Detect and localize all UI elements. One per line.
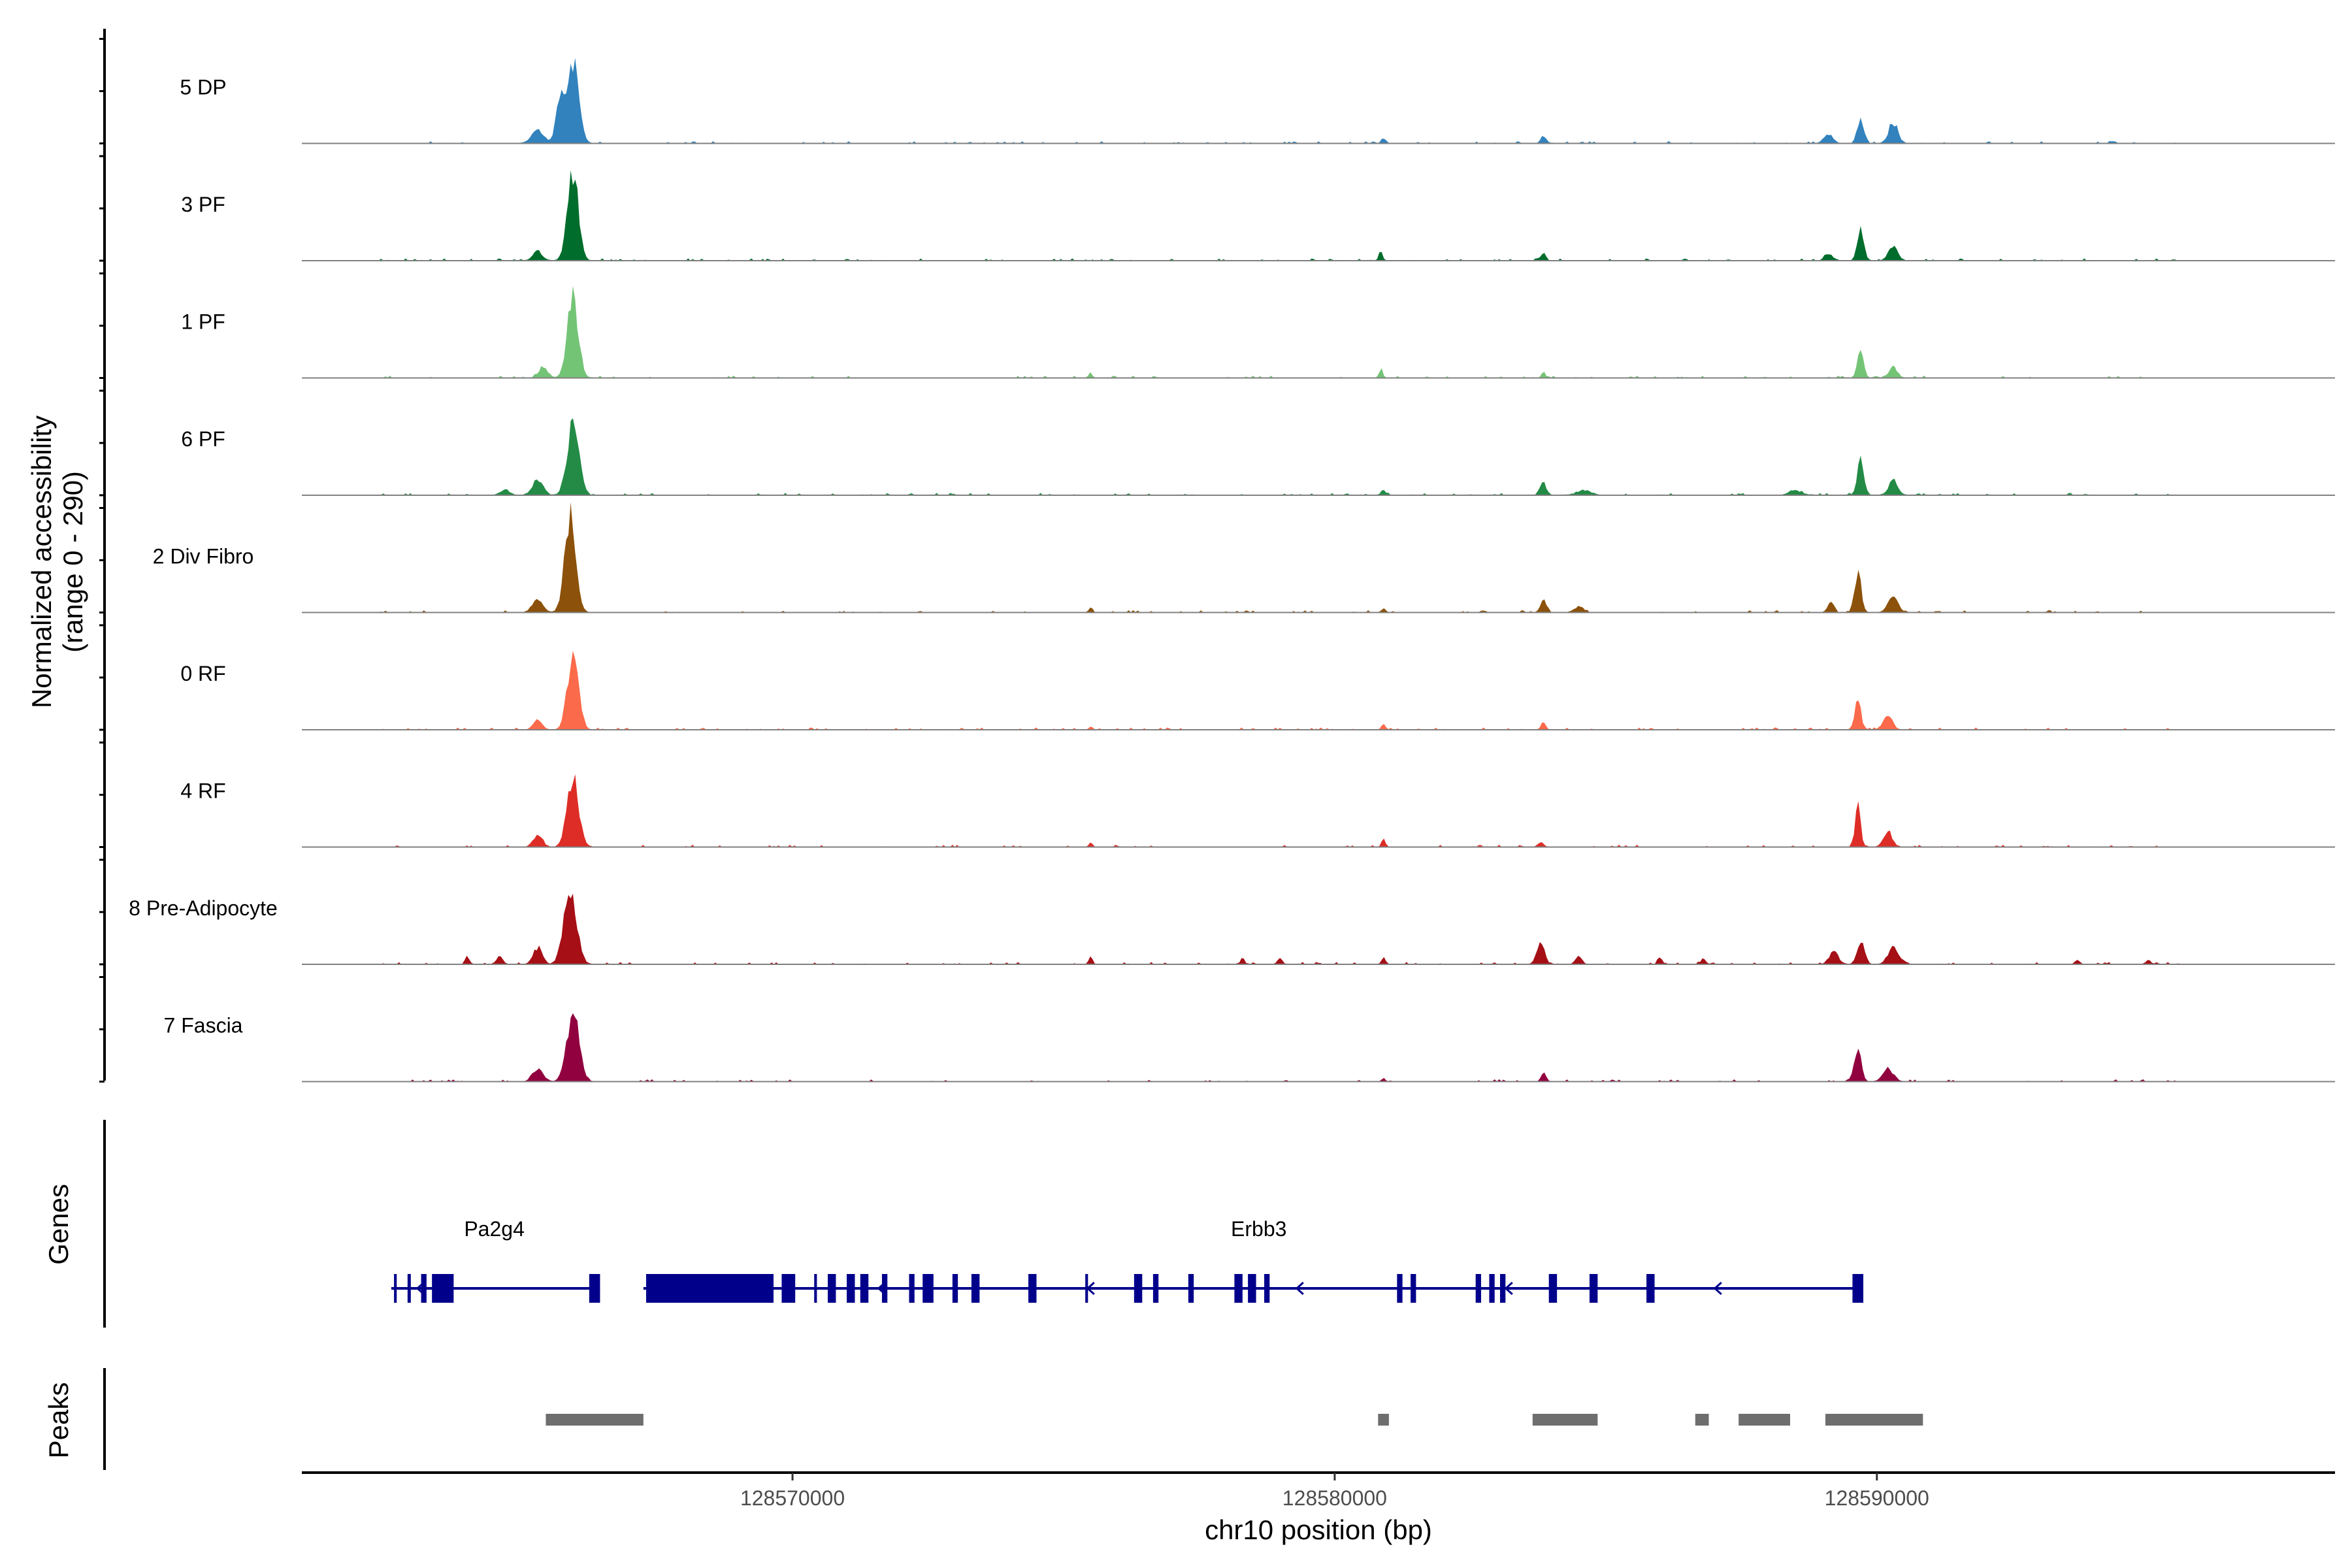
gene-label: Pa2g4: [464, 1217, 525, 1241]
x-tick-label: 128590000: [1825, 1486, 1929, 1510]
y-axis-title-line1: Normalized accessibility: [26, 416, 57, 708]
called-peak: [1378, 1414, 1389, 1426]
gene-exon: [860, 1274, 869, 1303]
track-6-pf: 6 PF: [181, 418, 2335, 496]
gene-exon: [1411, 1274, 1416, 1303]
gene-exon: [1500, 1274, 1506, 1303]
track-label: 4 RF: [180, 779, 225, 803]
gene-exon: [432, 1274, 454, 1303]
x-tick-label: 128570000: [740, 1486, 845, 1510]
called-peak: [546, 1414, 644, 1426]
gene-exon: [1152, 1274, 1159, 1303]
called-peak: [1532, 1414, 1598, 1426]
called-peak: [1825, 1414, 1923, 1426]
track-2-div-fibro: 2 Div Fibro: [153, 502, 2335, 613]
gene-exon: [1085, 1274, 1088, 1303]
y-axis-title: Normalized accessibility (range 0 - 290): [26, 416, 88, 708]
track-4-rf: 4 RF: [180, 774, 2335, 848]
gene-exon: [1548, 1274, 1558, 1303]
gene-annotation-track: Pa2g4 Erbb3: [391, 1217, 1864, 1303]
track-label: 8 Pre-Adipocyte: [129, 896, 278, 920]
track-label: 2 Div Fibro: [153, 545, 254, 568]
track-7-fascia: 7 Fascia: [164, 1013, 2335, 1083]
gene-exon: [881, 1274, 888, 1303]
coverage-tracks: 5 DP 3 PF 1 PF 6 PF 2 Div Fibro 0 RF 4 RF 8 Pre…: [129, 57, 2335, 1083]
track-1-pf: 1 PF: [181, 286, 2335, 379]
track-label: 3 PF: [181, 193, 225, 216]
track-label: 7 Fascia: [164, 1014, 243, 1037]
gene-exon: [909, 1274, 915, 1303]
gene-exon: [1248, 1274, 1256, 1303]
gene-exon: [952, 1274, 958, 1303]
track-label: 5 DP: [180, 76, 226, 99]
called-peak: [1695, 1414, 1709, 1426]
gene-exon: [589, 1274, 600, 1303]
gene-exon: [407, 1274, 411, 1303]
strand-arrow: [1295, 1281, 1304, 1296]
gene-exon: [923, 1274, 934, 1303]
gene-exon: [1264, 1274, 1270, 1303]
track-5-dp: 5 DP: [180, 57, 2335, 144]
strand-arrow: [1713, 1281, 1722, 1296]
track-8-pre-adipocyte: 8 Pre-Adipocyte: [129, 893, 2335, 965]
gene-exon: [1234, 1274, 1243, 1303]
coverage-y-ticks: [99, 38, 105, 1083]
genes-section-label: Genes: [43, 1184, 74, 1265]
gene-exon: [1489, 1274, 1495, 1303]
gene-exon: [1188, 1274, 1194, 1303]
gene-pa2g4: Pa2g4: [391, 1217, 600, 1303]
y-axis-title-line2: (range 0 - 290): [57, 471, 88, 653]
gene-label: Erbb3: [1231, 1217, 1286, 1241]
gene-exon: [421, 1274, 427, 1303]
x-axis-ticks: 128570000 128580000 128590000: [740, 1473, 1929, 1510]
gene-exon: [1646, 1274, 1655, 1303]
gene-exon: [1475, 1274, 1481, 1303]
gene-exon: [1028, 1274, 1037, 1303]
peaks-section-label: Peaks: [43, 1382, 74, 1459]
gene-exon: [1134, 1274, 1143, 1303]
gene-exon: [1589, 1274, 1598, 1303]
gene-exon: [394, 1274, 397, 1303]
called-peaks-track: [546, 1414, 1923, 1426]
track-label: 0 RF: [180, 662, 225, 685]
track-3-pf: 3 PF: [181, 170, 2335, 261]
gene-exon: [645, 1274, 774, 1303]
gene-exon: [781, 1274, 796, 1303]
x-tick-label: 128580000: [1282, 1486, 1387, 1510]
track-label: 1 PF: [181, 310, 225, 334]
track-0-rf: 0 RF: [180, 651, 2335, 730]
x-axis-title: chr10 position (bp): [1205, 1514, 1432, 1545]
gene-erbb3: Erbb3: [643, 1217, 1864, 1303]
strand-arrow: [1504, 1281, 1513, 1296]
gene-exon: [827, 1274, 836, 1303]
gene-exon: [1852, 1274, 1864, 1303]
gene-exon: [847, 1274, 855, 1303]
gene-exon: [1397, 1274, 1403, 1303]
gene-exon: [971, 1274, 980, 1303]
called-peak: [1739, 1414, 1790, 1426]
track-label: 6 PF: [181, 427, 225, 451]
gene-exon: [814, 1274, 817, 1303]
